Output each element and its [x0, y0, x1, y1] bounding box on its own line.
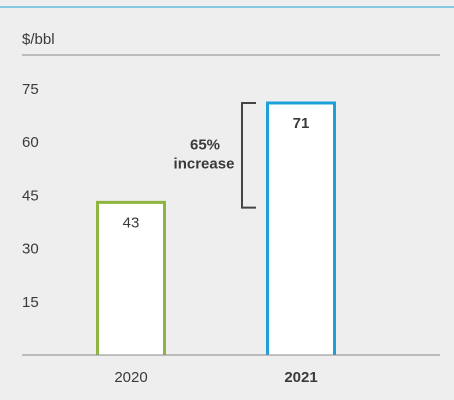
unit-label: $/bbl: [22, 31, 55, 48]
y-tick-label: 30: [22, 241, 39, 258]
y-tick-label: 45: [22, 187, 39, 204]
data-label-2021: 71: [293, 115, 310, 132]
bar-2020: [96, 200, 166, 355]
data-label-2020: 43: [123, 214, 140, 231]
bar-2021: [266, 101, 336, 355]
increase-bracket: [241, 101, 256, 209]
y-tick-label: 60: [22, 134, 39, 151]
y-tick-label: 15: [22, 294, 39, 311]
increase-percent: 65%: [190, 136, 220, 153]
x-category-label-2020: 2020: [114, 369, 147, 386]
y-tick-label: 75: [22, 81, 39, 98]
x-category-label-2021: 2021: [284, 369, 317, 386]
increase-label: increase: [174, 155, 235, 172]
